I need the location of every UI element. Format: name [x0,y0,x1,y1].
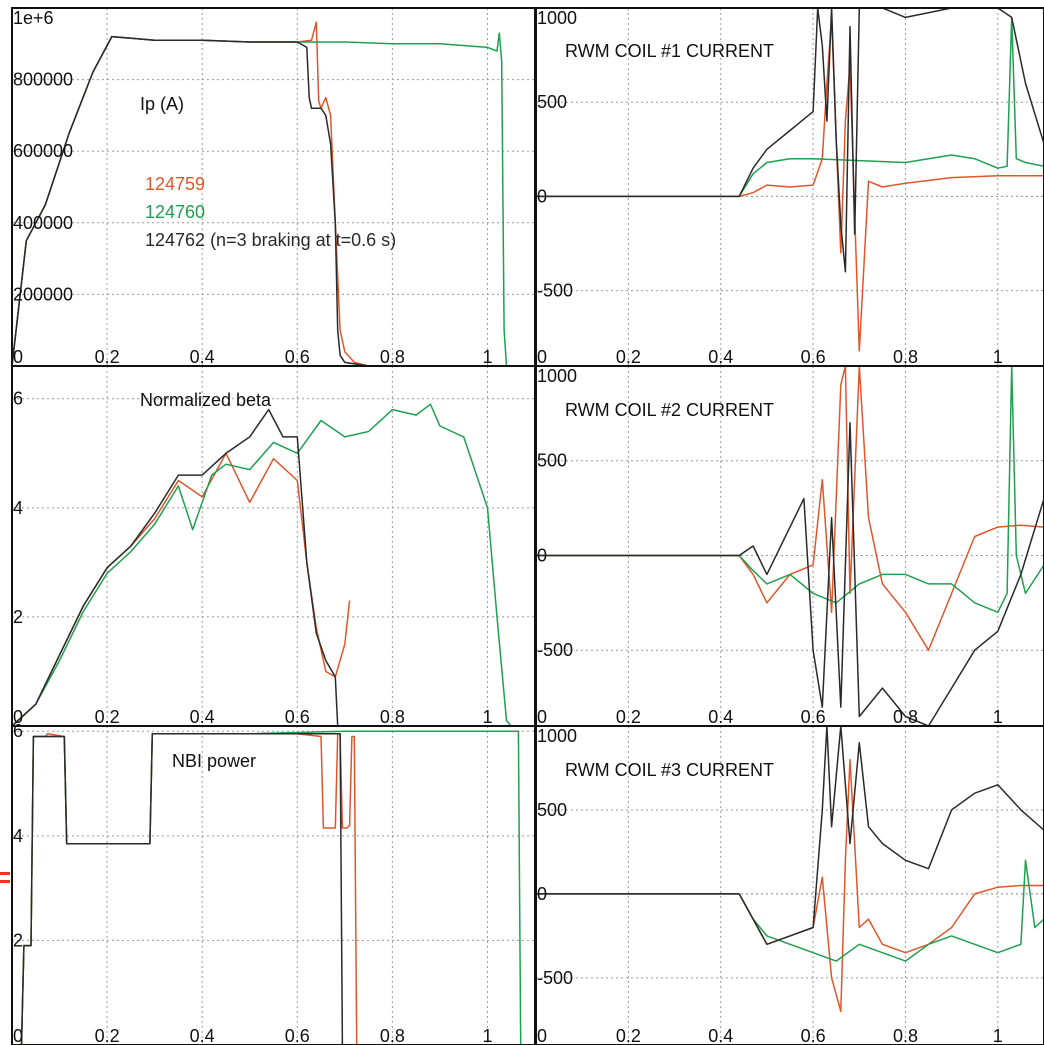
panel-label: RWM COIL #3 CURRENT [565,760,774,780]
y-tick-label: 800000 [13,70,73,90]
x-tick-label: 0 [537,347,547,367]
p-nbi-panel: 0 0.2 0.4 0.6 0.8 1 2 4 6 NBI power [11,721,536,1045]
x-tick-label: 0.6 [801,1026,826,1045]
series-line-124760 [12,730,535,1045]
y-tick-label: -500 [537,640,573,660]
series-line-124759 [12,21,535,366]
panel-label: RWM COIL #1 CURRENT [565,41,774,61]
legend-entry: 124759 [145,174,205,194]
x-tick-label: 0 [537,1026,547,1045]
x-tick-label: 0.4 [190,347,215,367]
y-tick-label: -500 [537,281,573,301]
edge-marker [0,872,10,875]
x-tick-label: 0 [13,1026,23,1045]
p-c1-panel: 0 0.2 0.4 0.6 0.8 1 -500 0 500 1000 RWM COIL #1 CU… [535,7,1044,367]
y-tick-label: 4 [13,826,23,846]
y-tick-label: -500 [537,968,573,988]
y-tick-label: 1e+6 [13,8,54,28]
series-line-124760 [12,403,535,726]
x-tick-label: 0 [13,707,23,727]
y-tick-label: 4 [13,498,23,518]
edge-marker [0,880,10,883]
y-tick-label: 500 [537,92,567,112]
y-tick-label: 2 [13,607,23,627]
series-line-124762 [536,726,1044,946]
y-tick-label: 500 [537,451,567,471]
panel-label: Normalized beta [140,390,272,410]
legend-entry: 124760 [145,202,205,222]
x-tick-label: 0.6 [285,707,310,727]
x-tick-label: 0.4 [190,1026,215,1045]
series-line-124760 [536,16,1044,198]
x-tick-label: 0 [537,707,547,727]
x-tick-label: 0 [13,347,23,367]
x-tick-label: 1 [482,707,492,727]
x-tick-label: 0.2 [616,707,641,727]
x-tick-label: 0.2 [95,347,120,367]
plot-frame [11,725,536,1045]
y-tick-label: 200000 [13,284,73,304]
x-tick-label: 0.2 [616,347,641,367]
x-tick-label: 0.2 [95,1026,120,1045]
x-tick-label: 1 [482,1026,492,1045]
y-tick-label: 2 [13,930,23,950]
x-tick-label: 0.8 [893,707,918,727]
x-tick-label: 1 [482,347,492,367]
x-tick-label: 0.8 [893,347,918,367]
panel-label: Ip (A) [140,94,184,114]
series-line-124760 [536,859,1044,962]
series-line-124762 [12,733,535,1045]
series-line-124759 [536,366,1044,651]
x-tick-label: 1 [993,1026,1003,1045]
x-tick-label: 0.8 [380,707,405,727]
panel-label: NBI power [172,751,256,771]
x-tick-label: 0.8 [380,347,405,367]
plot-frame [535,725,1044,1045]
y-tick-label: 500 [537,800,567,820]
plot-frame [535,365,1044,727]
y-tick-label: 1000 [537,8,577,28]
series-line-124760 [536,366,1044,614]
y-tick-label: 1000 [537,366,577,386]
x-tick-label: 1 [993,347,1003,367]
x-tick-label: 0.6 [285,1026,310,1045]
series-line-124762 [536,422,1044,726]
series-line-124760 [12,32,535,366]
y-tick-label: 6 [13,389,23,409]
p-beta-panel: 0 0.2 0.4 0.6 0.8 1 2 4 6 Normalized beta [11,365,536,727]
x-tick-label: 0.2 [95,707,120,727]
x-tick-label: 0.6 [285,347,310,367]
y-tick-label: 0 [537,186,547,206]
series-line-124762 [12,35,535,366]
y-tick-label: 0 [537,884,547,904]
y-tick-label: 1000 [537,726,577,746]
x-tick-label: 0.4 [708,1026,733,1045]
series-line-124762 [12,408,339,726]
y-tick-label: 400000 [13,213,73,233]
x-tick-label: 0.4 [708,347,733,367]
x-tick-label: 0.2 [616,1026,641,1045]
x-tick-label: 0.4 [708,707,733,727]
legend-entry: 124762 (n=3 braking at t=0.6 s) [145,230,396,250]
x-tick-label: 0.8 [380,1026,405,1045]
x-tick-label: 0.6 [801,347,826,367]
p-ip-panel: 0 0.2 0.4 0.6 0.8 1 200000 400000 600000 800000 1e… [11,7,536,367]
series-line-124762 [536,8,1044,273]
plot-frame [11,7,536,367]
panel-label: RWM COIL #2 CURRENT [565,400,774,420]
x-tick-label: 1 [993,707,1003,727]
x-tick-label: 0.8 [893,1026,918,1045]
y-tick-label: 6 [13,721,23,741]
series-line-124759 [12,733,535,1045]
y-tick-label: 600000 [13,141,73,161]
x-tick-label: 0.6 [801,707,826,727]
y-tick-label: 0 [537,545,547,565]
p-c2-panel: 0 0.2 0.4 0.6 0.8 1 -500 0 500 1000 RWM COIL #2 CU… [535,365,1044,727]
series-line-124759 [536,16,1044,352]
p-c3-panel: 0 0.2 0.4 0.6 0.8 1 -500 0 500 1000 RWM COIL #3 CU… [535,725,1044,1045]
x-tick-label: 0.4 [190,707,215,727]
